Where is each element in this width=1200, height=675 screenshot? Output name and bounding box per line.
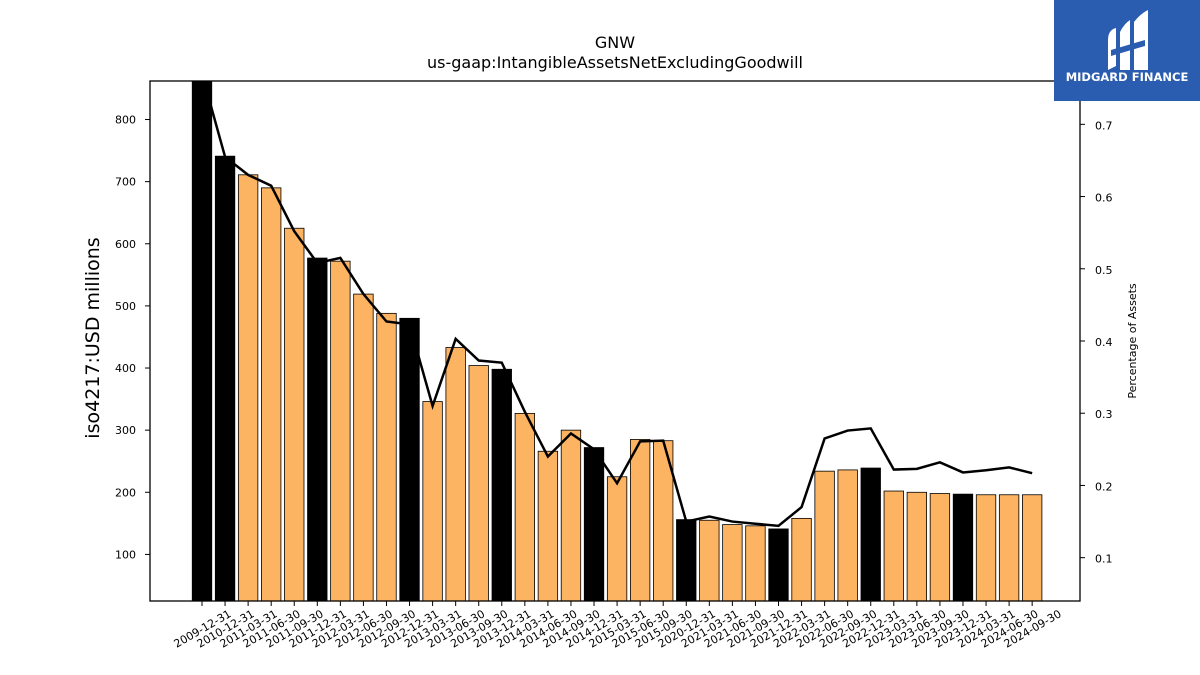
bar-2024-09-30 [1022, 494, 1043, 602]
bar-2022-09-30 [837, 469, 858, 602]
bar-2020-12-31 [676, 519, 697, 602]
midgard-mark-icon [1108, 10, 1148, 70]
y-tick-label: 400 [115, 362, 136, 375]
bar-2022-06-30 [814, 470, 835, 602]
y-tick-label: 800 [115, 114, 136, 127]
bar-2015-03-31 [606, 476, 628, 602]
bar-2023-09-30 [929, 493, 951, 602]
bar-2015-06-30 [629, 439, 651, 602]
bar-2011-09-30 [284, 227, 305, 602]
bar-2013-12-31 [491, 368, 512, 602]
x-axis: 2009-12-312010-12-312011-03-312011-06-30… [172, 601, 1064, 651]
y-tick-label: 200 [115, 486, 136, 499]
y2-tick-label: 0.4 [1095, 336, 1113, 349]
y-axis: 100 200 300 400 500 600 700 800 [115, 114, 150, 561]
bar-2013-03-31 [422, 401, 443, 602]
bar-2021-03-31 [699, 519, 720, 602]
y2-tick-label: 0.7 [1095, 119, 1113, 132]
bar-2010-12-31 [214, 155, 236, 602]
y-tick-label: 100 [115, 548, 136, 561]
y2-axis: 0.1 0.2 0.3 0.4 0.5 0.6 0.7 [1080, 119, 1113, 566]
bar-2021-09-30 [745, 525, 766, 602]
bar-2012-06-30 [353, 293, 374, 602]
y2-tick-label: 0.3 [1095, 408, 1113, 421]
bar-2014-03-31 [514, 412, 535, 602]
bar-2011-03-31 [237, 174, 259, 602]
line-series [202, 81, 1033, 528]
bar-2022-12-31 [860, 467, 881, 602]
chart-subtitle: us-gaap:IntangibleAssetsNetExcludingGood… [427, 53, 803, 72]
y2-tick-label: 0.5 [1095, 264, 1113, 277]
bar-2023-06-30 [906, 491, 928, 602]
bar-2021-12-31 [768, 528, 789, 602]
bar-2011-12-31 [307, 257, 328, 602]
chart-title: GNW [595, 33, 635, 52]
bar-2013-09-30 [468, 365, 489, 602]
bar-2012-09-30 [376, 312, 397, 602]
y2-tick-label: 0.1 [1095, 553, 1113, 566]
y-tick-label: 700 [115, 176, 136, 189]
y-tick-label: 500 [115, 300, 136, 313]
bar-2011-06-30 [261, 187, 282, 602]
y-axis-label: iso4217:USD millions [82, 237, 104, 438]
y2-tick-label: 0.2 [1095, 480, 1113, 493]
logo-text: MIDGARD FINANCE [1066, 70, 1189, 84]
bar-2014-09-30 [560, 429, 582, 602]
bar-series [191, 80, 1043, 602]
bar-2012-03-31 [330, 260, 351, 602]
bar-2012-12-31 [399, 317, 420, 602]
bar-2021-06-30 [722, 524, 743, 602]
bar-2014-12-31 [583, 447, 605, 602]
bar-2024-06-30 [998, 494, 1020, 602]
bar-2023-03-31 [883, 490, 904, 602]
bar-2013-06-30 [445, 347, 466, 602]
bar-2024-03-31 [975, 494, 997, 602]
y2-tick-label: 0.6 [1095, 192, 1113, 205]
bar-2009-12-31 [191, 80, 213, 602]
bar-2022-03-31 [791, 517, 812, 602]
logo: MIDGARD FINANCE [1054, 0, 1200, 101]
percentage-line [202, 81, 1033, 528]
y-tick-label: 300 [115, 424, 136, 437]
bar-2023-12-31 [952, 493, 974, 602]
bar-2014-06-30 [537, 450, 559, 602]
y2-axis-label: Percentage of Assets [1126, 283, 1139, 399]
y-tick-label: 600 [115, 238, 136, 251]
